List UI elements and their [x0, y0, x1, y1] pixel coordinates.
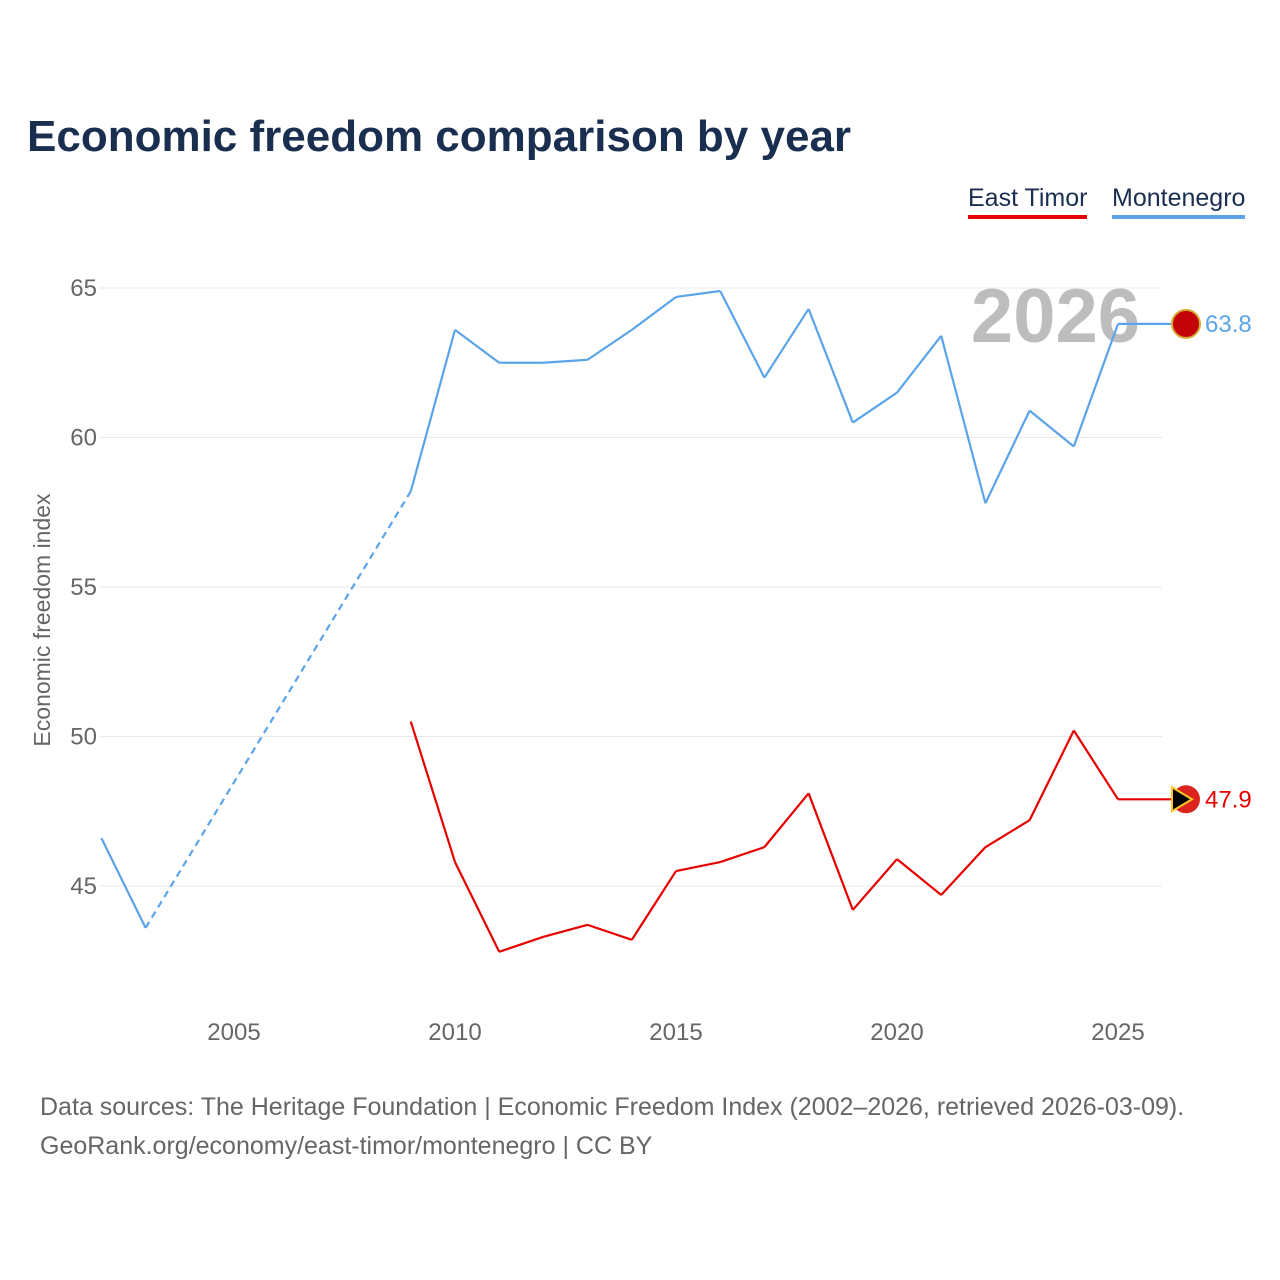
series-segment-east-timor: [763, 792, 810, 848]
y-tick-label: 65: [70, 275, 97, 302]
series-segment-east-timor: [454, 861, 501, 953]
chart-title: Economic freedom comparison by year: [27, 112, 852, 161]
series-segment-montenegro: [763, 308, 810, 379]
series-segment-east-timor: [409, 721, 457, 863]
series-segment-east-timor: [630, 870, 677, 941]
y-axis-label: Economic freedom index: [29, 493, 55, 747]
series-segment-east-timor: [940, 846, 987, 896]
flag-triangle-icon: [1171, 785, 1194, 814]
series-segment-montenegro: [807, 308, 854, 423]
series-segment-montenegro: [631, 296, 677, 331]
legend-montenegro[interactable]: Montenegro: [1112, 184, 1246, 219]
source-note: Data sources: The Heritage Foundation | …: [40, 1088, 1184, 1166]
series-segment-montenegro: [100, 837, 147, 929]
series-segment-east-timor: [587, 923, 633, 941]
series-segment-montenegro: [675, 289, 721, 299]
source-line-1: Data sources: The Heritage Foundation | …: [40, 1093, 1185, 1121]
year-watermark: 2026: [971, 274, 1140, 359]
series-segment-east-timor: [896, 858, 942, 896]
y-tick-label: 45: [70, 873, 97, 900]
series-segment-east-timor: [498, 935, 544, 953]
series-segment-montenegro: [1072, 323, 1120, 447]
series-segment-east-timor: [719, 846, 765, 864]
x-tick-label: 2005: [207, 1019, 260, 1046]
x-tick-label: 2025: [1091, 1019, 1144, 1046]
end-value-label: 47.9: [1205, 786, 1252, 813]
series-segment-montenegro: [454, 328, 500, 364]
y-tick-label: 50: [70, 724, 97, 751]
series-segment-east-timor: [1028, 730, 1075, 821]
series-segment-montenegro: [144, 490, 412, 929]
series-segment-east-timor: [675, 861, 721, 873]
x-tick-label: 2015: [649, 1019, 702, 1046]
y-tick-label: 55: [70, 574, 97, 601]
series-segment-montenegro: [409, 329, 457, 492]
series-segment-east-timor: [851, 858, 898, 911]
series-segment-montenegro: [586, 328, 633, 361]
series-segment-montenegro: [940, 335, 987, 504]
x-tick-label: 2020: [870, 1019, 923, 1046]
series-segment-montenegro: [543, 358, 588, 364]
series-segment-montenegro: [896, 335, 943, 394]
series-segment-montenegro: [1028, 409, 1075, 448]
series-segment-east-timor: [807, 792, 854, 911]
series-segment-east-timor: [1072, 729, 1119, 800]
source-line-2: GeoRank.org/economy/east-timor/montenegr…: [40, 1132, 653, 1160]
legend-east-timor[interactable]: East Timor: [968, 184, 1088, 219]
series-segment-east-timor: [543, 923, 588, 938]
series-segment-east-timor: [984, 819, 1031, 849]
end-value-label: 63.8: [1205, 311, 1252, 338]
y-tick-label: 60: [70, 425, 97, 452]
flag-montenegro-icon: [1171, 308, 1201, 339]
series-segment-montenegro: [719, 290, 766, 379]
series-segment-montenegro: [852, 391, 898, 424]
series-segment-montenegro: [984, 410, 1031, 504]
x-tick-label: 2010: [428, 1019, 481, 1046]
